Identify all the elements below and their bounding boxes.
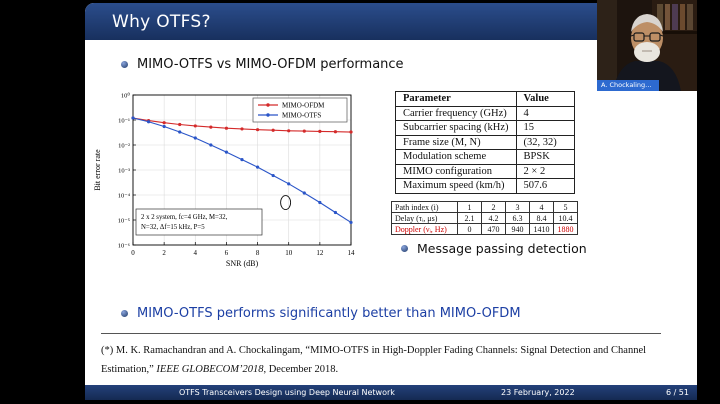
bullet-conclusion-label: MIMO-OTFS performs significantly better … [137,306,521,321]
param-table-header: Value [515,91,575,107]
svg-text:MIMO-OFDM: MIMO-OFDM [282,102,325,110]
param-table-row: Frame size (M, N) (32, 32) [395,134,575,150]
svg-text:2 x 2 system, fc=4 GHz, M=32,: 2 x 2 system, fc=4 GHz, M=32, [141,214,228,221]
path-value-cell: 0 [457,223,482,235]
param-table-row: Maximum speed (km/h) 507.6 [395,178,575,194]
svg-text:10⁻⁶: 10⁻⁶ [118,243,130,250]
svg-text:10⁻⁴: 10⁻⁴ [118,193,131,200]
svg-text:N=32, Δf=15 kHz, P=5: N=32, Δf=15 kHz, P=5 [141,224,205,231]
svg-text:10⁻¹: 10⁻¹ [118,118,130,125]
slide-footer-bar: OTFS Transceivers Design using Deep Neur… [85,385,697,400]
path-value-cell: 8.4 [529,212,554,224]
path-value-cell: 1880 [553,223,578,235]
param-name-cell: Maximum speed (km/h) [395,178,517,194]
slide-title: Why OTFS? [112,11,211,32]
footer-date: 23 February, 2022 [501,388,575,397]
param-table-header: Parameter [395,91,517,107]
path-value-cell: 3 [505,201,530,213]
path-value-cell: 5 [553,201,578,213]
param-value-cell: 4 [515,105,575,121]
svg-text:10⁻⁵: 10⁻⁵ [118,218,130,225]
bullet-conclusion: MIMO-OTFS performs significantly better … [121,306,521,321]
bullet-performance-label: MIMO-OTFS vs MIMO-OFDM performance [137,57,404,72]
param-table-row: Carrier frequency (GHz) 4 [395,105,575,121]
slide-title-bar: Why OTFS? [85,3,697,40]
footer-presentation-title: OTFS Transceivers Design using Deep Neur… [179,388,395,397]
svg-text:10⁻²: 10⁻² [118,143,130,150]
channel-paths-table: Path index (i) 1 2 3 4 5 Delay (τᵢ, μs) 2.1 4.2 6… [391,201,578,235]
ber-plot: 0 2 4 6 8 10 12 14 10⁰ 10⁻¹ 10⁻² 10⁻³ 10⁻⁴ 10⁻⁵ 10⁻⁶ SN… [93,92,356,269]
presenter-video [597,0,697,91]
param-value-cell: (32, 32) [515,134,575,150]
param-table-row: Modulation scheme BPSK [395,149,575,165]
presentation-slide: Why OTFS? MIMO-OTFS vs MIMO-OFDM perform… [85,3,697,400]
path-value-cell: 2 [481,201,506,213]
svg-text:6: 6 [225,249,229,257]
footnote-text: (*) M. K. Ramachandran and A. Chockaling… [101,345,647,376]
path-row-label: Doppler (νᵢ, Hz) [391,223,458,235]
path-value-cell: 4 [529,201,554,213]
param-name-cell: Subcarrier spacing (kHz) [395,120,517,136]
svg-text:0: 0 [131,249,135,257]
svg-text:Bit error rate: Bit error rate [93,149,102,191]
bullet-icon [121,61,128,68]
path-row-label: Path index (i) [391,201,458,213]
path-table-row: Path index (i) 1 2 3 4 5 [391,201,578,213]
path-table-row: Delay (τᵢ, μs) 2.1 4.2 6.3 8.4 10.4 [391,212,578,224]
svg-text:12: 12 [316,249,324,257]
path-table-row: Doppler (νᵢ, Hz) 0 470 940 1410 1880 [391,223,578,235]
bullet-icon [401,245,408,252]
webcam-overlay[interactable]: A. Chockalingam [597,0,697,91]
footer-page-number: 6 / 51 [665,388,689,397]
svg-text:MIMO-OTFS: MIMO-OTFS [282,112,321,120]
param-table-row: MIMO configuration 2 × 2 [395,163,575,179]
path-value-cell: 4.2 [481,212,506,224]
param-name-cell: Modulation scheme [395,149,517,165]
svg-text:8: 8 [256,249,260,257]
footnote-venue: IEEE GLOBECOM’2018 [156,364,264,376]
svg-text:10: 10 [285,249,293,257]
simulation-parameters-table: Parameter Value Carrier frequency (GHz) 4 Su… [395,91,575,194]
reference-footnote: (*) M. K. Ramachandran and A. Chockaling… [101,333,661,380]
svg-text:SNR (dB): SNR (dB) [226,259,259,268]
param-name-cell: Carrier frequency (GHz) [395,105,517,121]
bullet-icon [121,310,128,317]
param-value-cell: BPSK [515,149,575,165]
param-name-cell: Frame size (M, N) [395,134,517,150]
svg-text:10⁰: 10⁰ [121,92,131,100]
svg-text:4: 4 [194,249,198,257]
param-value-cell: 15 [515,120,575,136]
path-value-cell: 1410 [529,223,554,235]
param-table-row: Subcarrier spacing (kHz) 15 [395,120,575,136]
footnote-suffix: , December 2018. [263,364,339,376]
path-value-cell: 1 [457,201,482,213]
param-value-cell: 2 × 2 [515,163,575,179]
path-value-cell: 10.4 [553,212,578,224]
path-row-label: Delay (τᵢ, μs) [391,212,458,224]
bullet-message-passing: Message passing detection [401,241,587,256]
svg-text:10⁻³: 10⁻³ [118,168,130,175]
param-name-cell: MIMO configuration [395,163,517,179]
param-value-cell: 507.6 [515,178,575,194]
path-value-cell: 470 [481,223,506,235]
participant-name-label: A. Chockalingam [597,80,659,91]
svg-text:14: 14 [348,249,356,257]
path-value-cell: 2.1 [457,212,482,224]
ber-vs-snr-chart: 0 2 4 6 8 10 12 14 10⁰ 10⁻¹ 10⁻² 10⁻³ 10⁻⁴ 10⁻⁵ 10⁻⁶ SN… [91,87,393,289]
path-value-cell: 940 [505,223,530,235]
path-value-cell: 6.3 [505,212,530,224]
bullet-message-passing-label: Message passing detection [417,241,587,256]
bullet-performance: MIMO-OTFS vs MIMO-OFDM performance [121,57,404,72]
svg-text:2: 2 [162,249,166,257]
